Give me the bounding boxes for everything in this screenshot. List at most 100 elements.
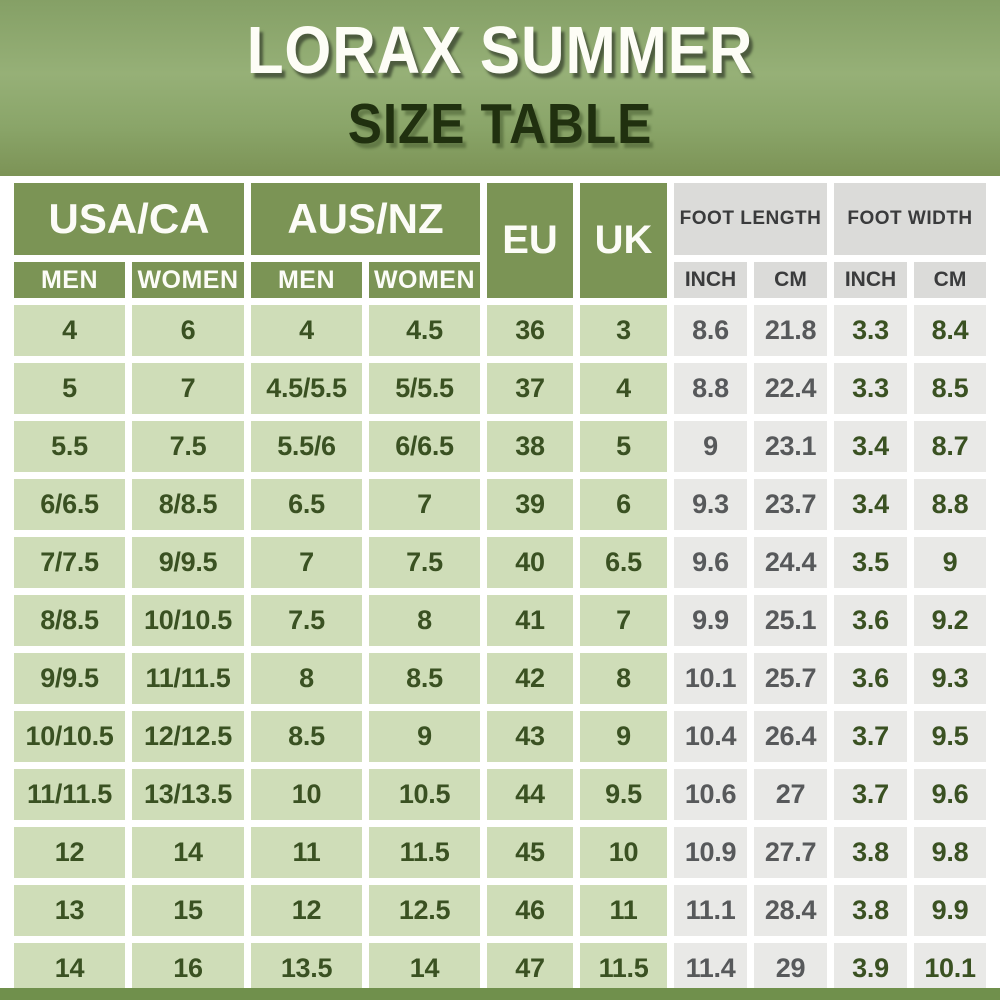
table-cell: 10.4 <box>674 711 747 762</box>
table-cell: 12 <box>14 827 125 878</box>
page-title: LORAX SUMMER <box>246 13 754 88</box>
table-cell: 7/7.5 <box>14 537 125 588</box>
table-cell: 9 <box>580 711 667 762</box>
table-cell: 3.9 <box>834 943 907 988</box>
size-table-wrap: USA/CA AUS/NZ EU UK FOOT LENGTH FOOT WID… <box>0 176 1000 988</box>
table-cell: 6.5 <box>580 537 667 588</box>
table-cell: 41 <box>487 595 573 646</box>
table-cell: 3.5 <box>834 537 907 588</box>
table-cell: 24.4 <box>754 537 827 588</box>
table-cell: 10/10.5 <box>14 711 125 762</box>
table-cell: 6.5 <box>251 479 362 530</box>
table-cell: 3.8 <box>834 885 907 936</box>
table-cell: 8.6 <box>674 305 747 356</box>
table-cell: 10.6 <box>674 769 747 820</box>
table-cell: 11.1 <box>674 885 747 936</box>
table-cell: 36 <box>487 305 573 356</box>
table-cell: 43 <box>487 711 573 762</box>
table-cell: 5.5/6 <box>251 421 362 472</box>
table-cell: 8.5 <box>251 711 362 762</box>
table-cell: 9.3 <box>674 479 747 530</box>
table-cell: 12.5 <box>369 885 480 936</box>
table-cell: 46 <box>487 885 573 936</box>
table-cell: 4.5 <box>369 305 480 356</box>
table-cell: 27.7 <box>754 827 827 878</box>
column-header-aus-women: WOMEN <box>369 262 480 298</box>
table-cell: 14 <box>132 827 244 878</box>
table-cell: 4 <box>251 305 362 356</box>
table-cell: 4 <box>580 363 667 414</box>
table-cell: 37 <box>487 363 573 414</box>
table-cell: 11/11.5 <box>132 653 244 704</box>
column-header-eu: EU <box>487 183 573 298</box>
table-cell: 15 <box>132 885 244 936</box>
table-cell: 16 <box>132 943 244 988</box>
table-cell: 23.1 <box>754 421 827 472</box>
table-cell: 6/6.5 <box>14 479 125 530</box>
table-cell: 9 <box>914 537 986 588</box>
table-cell: 9.5 <box>914 711 986 762</box>
column-header-width-inch: INCH <box>834 262 907 298</box>
table-cell: 14 <box>14 943 125 988</box>
table-cell: 11/11.5 <box>14 769 125 820</box>
table-cell: 10.5 <box>369 769 480 820</box>
table-cell: 21.8 <box>754 305 827 356</box>
table-cell: 11 <box>251 827 362 878</box>
table-cell: 5/5.5 <box>369 363 480 414</box>
table-cell: 10/10.5 <box>132 595 244 646</box>
table-cell: 11.5 <box>580 943 667 988</box>
table-cell: 5 <box>580 421 667 472</box>
table-cell: 9.9 <box>914 885 986 936</box>
table-cell: 9 <box>369 711 480 762</box>
table-cell: 4.5/5.5 <box>251 363 362 414</box>
table-cell: 7 <box>580 595 667 646</box>
column-group-foot-width: FOOT WIDTH <box>834 183 986 255</box>
table-cell: 11.4 <box>674 943 747 988</box>
table-cell: 8.5 <box>914 363 986 414</box>
table-cell: 11 <box>580 885 667 936</box>
table-cell: 42 <box>487 653 573 704</box>
column-header-width-cm: CM <box>914 262 986 298</box>
table-cell: 3.8 <box>834 827 907 878</box>
table-cell: 12/12.5 <box>132 711 244 762</box>
table-cell: 8/8.5 <box>132 479 244 530</box>
table-cell: 9/9.5 <box>132 537 244 588</box>
table-cell: 27 <box>754 769 827 820</box>
column-header-aus-men: MEN <box>251 262 362 298</box>
table-cell: 47 <box>487 943 573 988</box>
table-cell: 10.9 <box>674 827 747 878</box>
table-cell: 7.5 <box>251 595 362 646</box>
column-header-uk: UK <box>580 183 667 298</box>
column-header-usa-women: WOMEN <box>132 262 244 298</box>
table-cell: 11.5 <box>369 827 480 878</box>
table-cell: 3.3 <box>834 363 907 414</box>
table-cell: 6/6.5 <box>369 421 480 472</box>
table-cell: 6 <box>132 305 244 356</box>
table-cell: 22.4 <box>754 363 827 414</box>
table-cell: 9.8 <box>914 827 986 878</box>
table-cell: 8/8.5 <box>14 595 125 646</box>
table-cell: 7 <box>132 363 244 414</box>
table-cell: 8 <box>251 653 362 704</box>
column-header-length-cm: CM <box>754 262 827 298</box>
table-cell: 25.1 <box>754 595 827 646</box>
bottom-accent-bar <box>0 988 1000 1000</box>
table-cell: 3.4 <box>834 479 907 530</box>
table-cell: 8 <box>369 595 480 646</box>
table-cell: 8.8 <box>674 363 747 414</box>
table-cell: 25.7 <box>754 653 827 704</box>
table-cell: 7 <box>251 537 362 588</box>
table-cell: 10.1 <box>674 653 747 704</box>
table-cell: 26.4 <box>754 711 827 762</box>
table-cell: 5.5 <box>14 421 125 472</box>
table-cell: 10.1 <box>914 943 986 988</box>
table-cell: 7.5 <box>132 421 244 472</box>
table-cell: 3.7 <box>834 769 907 820</box>
table-cell: 44 <box>487 769 573 820</box>
table-cell: 9.2 <box>914 595 986 646</box>
table-cell: 39 <box>487 479 573 530</box>
table-cell: 45 <box>487 827 573 878</box>
table-cell: 9 <box>674 421 747 472</box>
size-table: USA/CA AUS/NZ EU UK FOOT LENGTH FOOT WID… <box>14 183 986 988</box>
